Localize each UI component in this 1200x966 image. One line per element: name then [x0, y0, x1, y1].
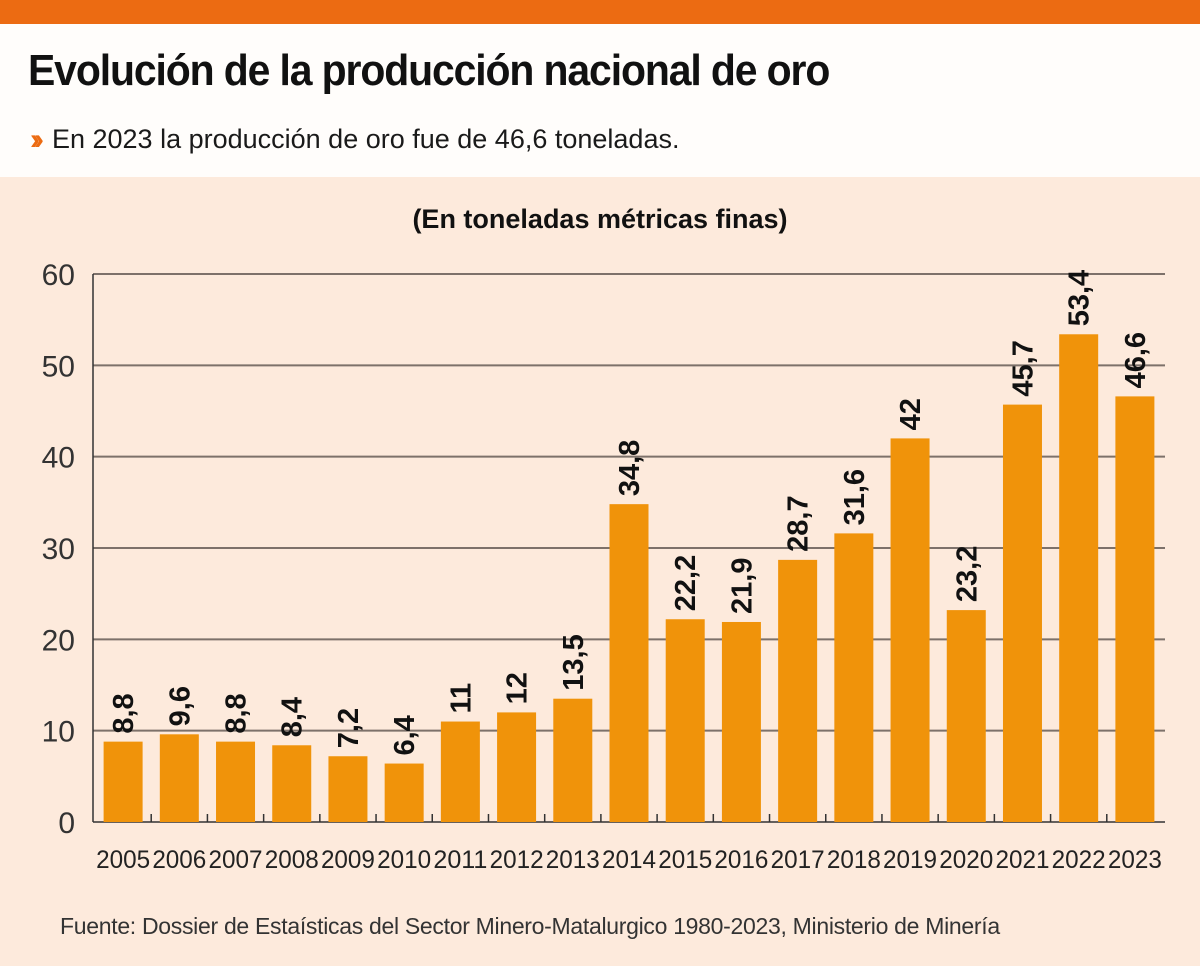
- data-label: 7,2: [333, 708, 365, 748]
- bar: [834, 533, 874, 822]
- x-tick-label: 2023: [1108, 846, 1162, 874]
- y-tick-label: 0: [58, 807, 75, 840]
- data-label: 9,6: [164, 686, 196, 726]
- bar: [159, 734, 199, 822]
- y-tick-label: 10: [42, 716, 75, 749]
- data-label: 45,7: [1007, 340, 1039, 396]
- bar: [1059, 334, 1099, 822]
- x-tick-label: 2009: [321, 846, 375, 874]
- x-tick-label: 2008: [265, 846, 319, 874]
- bar: [946, 610, 986, 822]
- x-tick-label: 2016: [714, 846, 768, 874]
- bar: [384, 763, 424, 822]
- x-tick-label: 2021: [995, 846, 1049, 874]
- data-label: 34,8: [614, 440, 646, 496]
- chart-title: Evolución de la producción nacional de o…: [28, 46, 830, 95]
- x-tick-label: 2006: [152, 846, 206, 874]
- bar: [440, 721, 480, 822]
- data-label: 23,2: [951, 546, 983, 602]
- x-tick-label: 2012: [490, 846, 544, 874]
- data-label: 21,9: [726, 558, 758, 614]
- x-tick-label: 2010: [377, 846, 431, 874]
- x-tick-label: 2011: [433, 846, 487, 874]
- x-tick-label: 2013: [546, 846, 600, 874]
- y-tick-label: 20: [42, 624, 75, 657]
- bar: [778, 559, 818, 822]
- data-label: 28,7: [783, 495, 815, 551]
- x-tick-label: 2005: [96, 846, 150, 874]
- bar: [1002, 404, 1042, 822]
- y-tick-label: 60: [42, 259, 75, 292]
- x-tick-label: 2017: [771, 846, 825, 874]
- data-label: 46,6: [1120, 332, 1152, 388]
- x-tick-label: 2022: [1052, 846, 1106, 874]
- data-label: 11: [445, 683, 477, 714]
- unit-label: (En toneladas métricas finas): [412, 204, 788, 234]
- y-tick-label: 30: [42, 533, 75, 566]
- data-label: 8,8: [221, 693, 253, 733]
- bar: [553, 698, 593, 822]
- bar: [103, 741, 143, 822]
- data-label: 53,4: [1064, 270, 1096, 326]
- data-label: 31,6: [839, 469, 871, 525]
- bar: [497, 712, 537, 822]
- top-accent-bar: [0, 0, 1200, 24]
- data-label: 42: [895, 398, 927, 430]
- x-tick-label: 2014: [602, 846, 656, 874]
- bar: [272, 745, 312, 822]
- bar: [721, 621, 761, 822]
- y-tick-label: 50: [42, 350, 75, 383]
- subtitle-row: ›› En 2023 la producción de oro fue de 4…: [30, 124, 679, 155]
- x-tick-label: 2007: [209, 846, 263, 874]
- bar: [890, 438, 930, 822]
- x-tick-label: 2020: [939, 846, 993, 874]
- x-tick-label: 2019: [883, 846, 937, 874]
- bar: [609, 504, 649, 822]
- data-label: 13,5: [558, 634, 590, 690]
- bar: [216, 741, 256, 822]
- x-tick-label: 2015: [658, 846, 712, 874]
- data-label: 12: [502, 672, 534, 704]
- data-label: 6,4: [389, 715, 421, 755]
- data-label: 8,4: [277, 697, 309, 737]
- bar: [1115, 396, 1155, 822]
- source-note: Fuente: Dossier de Estaísticas del Secto…: [60, 913, 1000, 939]
- bar: [328, 756, 368, 822]
- header-panel: [0, 24, 1200, 177]
- bar: [665, 619, 705, 822]
- data-label: 8,8: [108, 693, 140, 733]
- data-label: 22,2: [670, 555, 702, 611]
- chart-subtitle: En 2023 la producción de oro fue de 46,6…: [51, 124, 680, 154]
- x-tick-label: 2018: [827, 846, 881, 874]
- y-tick-label: 40: [42, 442, 75, 475]
